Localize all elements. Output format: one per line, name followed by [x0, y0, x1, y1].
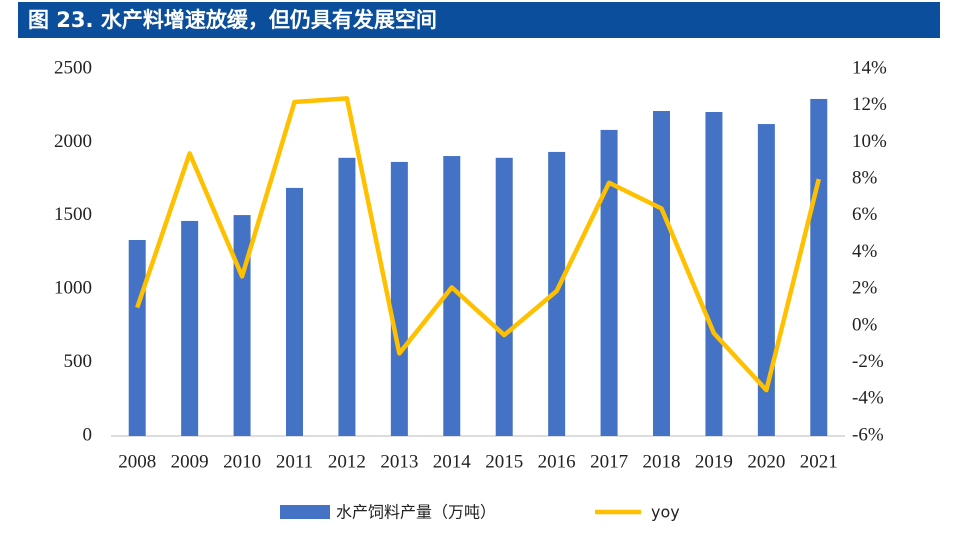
- y2-tick-label: -6%: [852, 424, 884, 445]
- bar: [233, 215, 251, 436]
- title-banner: [18, 2, 940, 38]
- y-tick-label: 1500: [54, 204, 92, 225]
- x-tick-label: 2018: [643, 451, 681, 472]
- y-tick-label: 500: [64, 351, 93, 372]
- x-tick-label: 2008: [118, 451, 156, 472]
- y-tick-label: 1000: [54, 278, 92, 299]
- y2-tick-label: 12%: [852, 94, 887, 115]
- bar: [181, 220, 199, 436]
- x-tick-label: 2012: [328, 451, 366, 472]
- bar: [443, 156, 461, 436]
- bar: [495, 157, 513, 436]
- bar: [600, 129, 618, 436]
- chart-title: 图 23. 水产料增速放缓，但仍具有发展空间: [28, 8, 437, 32]
- legend-swatch: [280, 505, 330, 519]
- bar: [810, 98, 828, 436]
- x-tick-label: 2011: [276, 451, 313, 472]
- y2-tick-label: 2%: [852, 278, 878, 299]
- bar: [286, 187, 303, 436]
- x-tick-label: 2021: [800, 451, 838, 472]
- y-tick-label: 2500: [54, 57, 92, 78]
- bar: [128, 240, 146, 436]
- y-tick-label: 2000: [54, 131, 92, 152]
- x-tick-label: 2015: [485, 451, 523, 472]
- y2-tick-label: -4%: [852, 388, 884, 409]
- y2-tick-label: 4%: [852, 241, 878, 262]
- line: [135, 96, 821, 393]
- legend-label: 水产饲料产量（万吨）: [336, 503, 496, 522]
- x-tick-label: 2020: [747, 451, 785, 472]
- x-tick-label: 2017: [590, 451, 628, 472]
- y2-tick-label: -2%: [852, 351, 884, 372]
- x-tick-label: 2014: [433, 451, 472, 472]
- x-tick-label: 2010: [223, 451, 261, 472]
- x-tick-label: 2013: [380, 451, 418, 472]
- bar: [390, 161, 408, 437]
- x-tick-label: 2019: [695, 451, 733, 472]
- y2-tick-label: 6%: [852, 204, 878, 225]
- legend-label: yoy: [651, 503, 680, 522]
- x-tick-label: 2009: [171, 451, 209, 472]
- bar: [705, 112, 723, 437]
- y2-tick-label: 8%: [852, 167, 878, 188]
- bar: [338, 157, 356, 436]
- y2-tick-label: 14%: [852, 57, 887, 78]
- bar: [653, 110, 670, 436]
- x-tick-label: 2016: [538, 451, 576, 472]
- y-tick-label: 0: [83, 424, 93, 445]
- y2-tick-label: 10%: [852, 131, 887, 152]
- bar: [757, 124, 775, 437]
- y2-tick-label: 0%: [852, 314, 878, 335]
